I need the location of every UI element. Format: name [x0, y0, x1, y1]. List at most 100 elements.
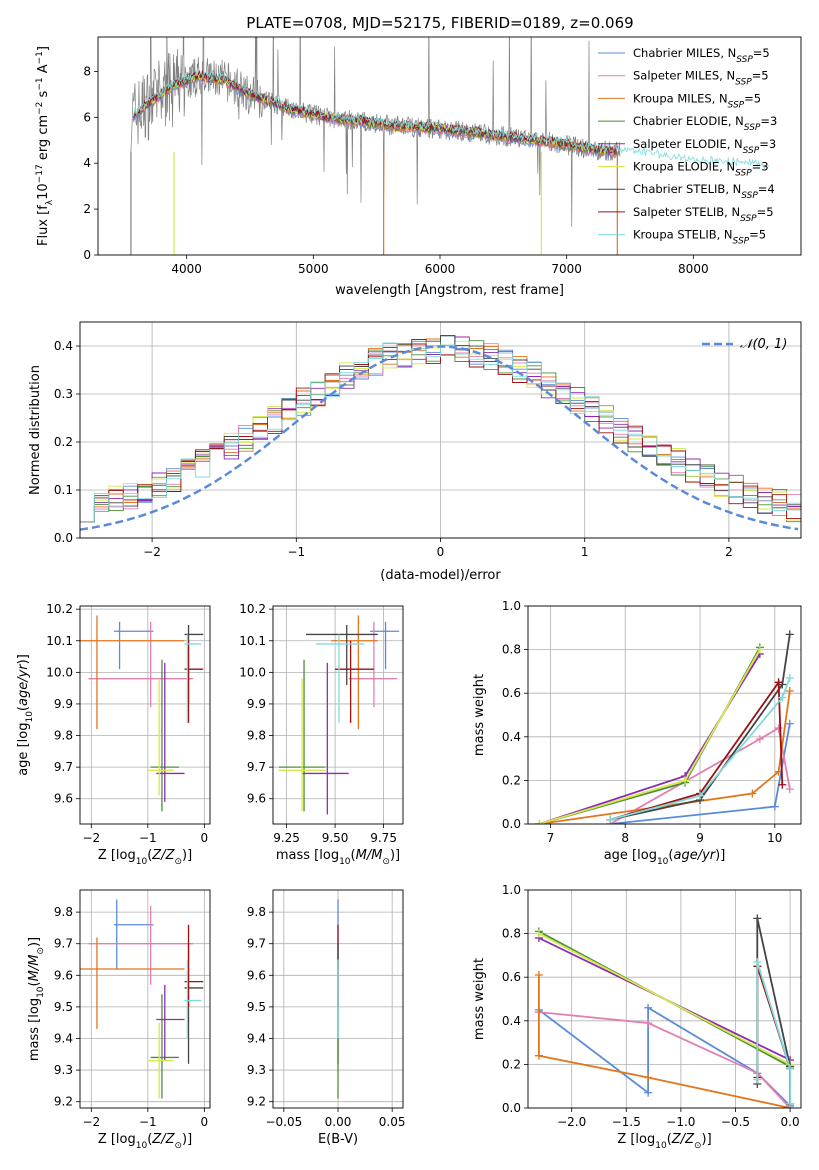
label-part: 10 — [25, 711, 35, 723]
x-tick-label: −1 — [287, 545, 305, 559]
label-part: =4 — [758, 182, 775, 196]
mass-vs-extinction-panel: −0.05 0.00 0.05 9.2 9.3 9.4 9.5 9.6 9.7 9.8 E(B-V) — [247, 889, 406, 1147]
weight-marker-chabrier_miles — [785, 719, 794, 728]
model-line-salpeter_miles — [133, 74, 617, 159]
axes-frame — [79, 321, 802, 539]
weight-marker-kroupa_stelib — [786, 1064, 795, 1073]
y-tick-label: 0.8 — [502, 643, 521, 657]
y-tick-label: 10.2 — [239, 602, 266, 616]
x-tick-label: −1.0 — [666, 1115, 695, 1129]
axes-frame — [97, 36, 802, 256]
weight-marker-kroupa_stelib — [778, 693, 787, 702]
y-tick-label: 1.0 — [502, 599, 521, 613]
x-tick-label: 9.50 — [322, 831, 349, 845]
label-part: ( — [668, 848, 673, 863]
label-part: ( — [351, 848, 356, 863]
label-part: SSP — [743, 146, 760, 156]
x-tick-label: 9.75 — [370, 831, 397, 845]
label-part: SSP — [735, 78, 752, 88]
label-part: erg cm — [36, 115, 51, 164]
x-tick-label: 2 — [725, 545, 733, 559]
label-part: Salpeter MILES, N — [633, 69, 735, 83]
weight-marker-kroupa_miles — [534, 1051, 543, 1060]
y-tick-label: 0.2 — [54, 435, 73, 449]
label-part: SSP — [733, 237, 750, 247]
x-tick-label: −1 — [139, 1115, 157, 1129]
label-part: SSP — [740, 214, 757, 224]
label-part: SSP — [741, 191, 758, 201]
plot-area — [80, 335, 801, 531]
weight-marker-kroupa_miles — [644, 1073, 653, 1082]
label-part: −17 — [35, 164, 45, 183]
y-tick-label: 9.5 — [54, 1000, 73, 1014]
legend-label: Chabrier STELIB, NSSP=4 — [633, 182, 775, 201]
label-part: )] — [715, 848, 725, 863]
axes-frame — [79, 605, 211, 825]
label-part: Kroupa ELODIE, N — [633, 160, 735, 174]
y-tick-label: 0.2 — [502, 1057, 521, 1071]
y-tick-label: 9.6 — [54, 968, 73, 982]
label-part: 10 — [36, 986, 46, 998]
normal-curve — [80, 345, 799, 531]
legend-label: Salpeter ELODIE, NSSP=3 — [633, 137, 776, 156]
y-tick-label: 10.1 — [239, 634, 266, 648]
x-axis-label: wavelength [Angstrom, rest frame] — [335, 283, 564, 298]
label-part: 10 — [339, 857, 351, 867]
label-part: Chabrier ELODIE, N — [633, 114, 744, 128]
label-part: ⊙ — [36, 947, 46, 955]
label-part: mass [log — [276, 848, 339, 863]
label-part: age/yr — [16, 663, 31, 706]
label-part: 10 — [136, 857, 148, 867]
x-axis-label: E(B-V) — [318, 1132, 358, 1147]
x-tick-label: 0.00 — [325, 1115, 352, 1129]
x-tick-label: 8 — [621, 831, 629, 845]
x-tick-label: 9 — [696, 831, 704, 845]
spectrum-panel: 4000 5000 6000 7000 8000 0 2 4 6 8 wavelength [Ang… — [35, 36, 802, 298]
y-tick-label: 0.1 — [54, 483, 73, 497]
label-part: Chabrier STELIB, N — [633, 182, 741, 196]
y-tick-label: 10.1 — [46, 634, 73, 648]
label-part: age/yr — [673, 848, 716, 863]
legend-label: Kroupa MILES, NSSP=5 — [633, 91, 761, 110]
y-tick-label: 9.2 — [247, 1095, 266, 1109]
histogram-kroupa_stelib — [80, 342, 801, 523]
plot-area — [80, 615, 204, 812]
weight-vs-metallicity-panel: −2.0 −1.5 −1.0 −0.5 0.0 0.0 0.2 0.4 0.6 0.8 1.0 Z [… — [472, 883, 802, 1151]
y-tick-label: 9.3 — [54, 1063, 73, 1077]
y-tick-label: 9.4 — [247, 1031, 266, 1045]
label-part: ( — [27, 981, 42, 986]
mass-vs-metallicity-panel: −2 −1 09.29.39.49.59.69.79.8Z [log10(Z/Z⊙)… — [27, 889, 211, 1151]
label-part: )] — [390, 848, 400, 863]
x-tick-label: 1 — [581, 545, 589, 559]
label-part: E(B-V) — [318, 1132, 358, 1147]
y-tick-label: 10.2 — [46, 602, 73, 616]
y-tick-label: 9.8 — [54, 729, 73, 743]
label-part: =5 — [749, 228, 766, 242]
y-tick-label: 0.4 — [502, 1014, 521, 1028]
weight-marker-salpeter_miles — [774, 724, 783, 733]
label-part: Kroupa MILES, N — [633, 91, 728, 105]
y-axis-label: mass weight — [472, 674, 487, 756]
label-part: ( — [667, 1132, 672, 1147]
plot-area — [534, 914, 795, 1108]
x-tick-label: 9.25 — [273, 831, 300, 845]
figure-title: PLATE=0708, MJD=52175, FIBERID=0189, z=0… — [246, 14, 633, 32]
label-part: )] — [27, 937, 42, 947]
axes-frame — [272, 605, 404, 825]
weight-marker-salpeter_miles — [644, 1018, 653, 1027]
weight-marker-kroupa_stelib — [786, 1099, 795, 1108]
weight-marker-salpeter_miles — [755, 734, 764, 743]
y-tick-label: 9.8 — [54, 905, 73, 919]
legend-label: Salpeter MILES, NSSP=5 — [633, 69, 769, 88]
legend-label: Chabrier ELODIE, NSSP=3 — [633, 114, 777, 133]
y-axis-label: mass weight — [472, 958, 487, 1040]
label-part: A — [36, 64, 51, 77]
weight-marker-kroupa_stelib — [606, 815, 615, 824]
weight-line-salpeter_stelib — [756, 966, 791, 1104]
label-part: Z [log — [98, 848, 136, 863]
label-part: )] — [702, 1132, 712, 1147]
y-tick-label: 9.9 — [247, 697, 266, 711]
y-tick-label: 9.5 — [247, 1000, 266, 1014]
label-part: SSP — [735, 169, 752, 179]
